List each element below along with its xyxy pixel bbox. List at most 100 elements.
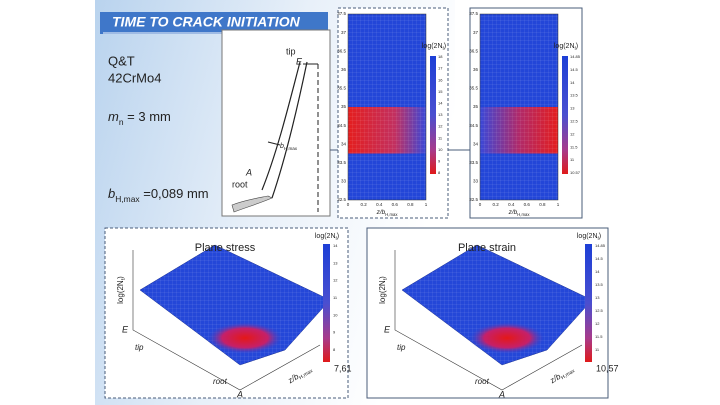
colorbar-tick: 13 <box>333 260 338 265</box>
colorbar-tick: 9 <box>438 158 441 163</box>
colorbar-tick: 13 <box>570 106 575 111</box>
y-tick-label: 35 <box>341 104 347 109</box>
colorbar-tick: 12 <box>438 124 443 129</box>
map-mesh <box>347 13 427 201</box>
axis-label: root <box>213 377 228 386</box>
z-axis-label-part: log(2N <box>378 280 387 304</box>
y-tick-label: 32.5 <box>337 197 346 202</box>
colorbar-tick: 11 <box>570 157 575 162</box>
x-tick-label: 1 <box>425 202 428 207</box>
colorbar-title-part: f <box>575 46 577 51</box>
colorbar-title: log(2Nf) <box>315 233 339 241</box>
depth: bH,max =0,089 mm <box>108 186 209 204</box>
colorbar-title-part: ) <box>337 233 339 240</box>
title-banner <box>100 12 328 34</box>
colorbar-tick: 10.57 <box>570 170 581 175</box>
colorbar-title-part: log(2N <box>315 233 336 240</box>
colorbar-title: log(2Nf) <box>554 43 578 51</box>
width-label-part: H,max <box>284 146 298 151</box>
colorbar-tick: 8 <box>438 170 441 175</box>
colorbar-tick: 14.85 <box>570 54 581 59</box>
colorbar <box>323 244 330 362</box>
colorbar-tick: 12 <box>570 131 575 136</box>
y-tick-label: 36 <box>473 67 479 72</box>
colorbar-title-part: ) <box>444 43 446 50</box>
x-tick-label: 0.2 <box>492 202 499 207</box>
x-tick-label: 0 <box>479 202 482 207</box>
z-axis-label-part: ) <box>378 276 387 279</box>
colorbar-min: 10,57 <box>596 363 619 373</box>
point-label: E <box>296 56 303 66</box>
colorbar-title-part: log(2N <box>422 43 443 50</box>
surface-trough <box>207 322 283 354</box>
colorbar-tick: 14 <box>570 80 575 85</box>
depth-part: H,max <box>115 194 140 204</box>
y-tick-label: 35.5 <box>469 86 478 91</box>
colorbar-tick: 14.5 <box>570 67 579 72</box>
x-tick-label: 0.4 <box>376 202 383 207</box>
x-axis-label: z/bH,max <box>376 209 399 217</box>
colorbar-tick: 9 <box>333 330 336 335</box>
colorbar-tick: 14 <box>438 100 443 105</box>
width-label: bH,max <box>280 143 298 151</box>
x-tick-label: 0 <box>347 202 350 207</box>
y-tick-label: 34 <box>473 141 479 146</box>
colorbar-title-part: f <box>443 46 445 51</box>
z-axis-label-part: f <box>383 278 389 280</box>
surface-title: Plane strain <box>458 242 516 254</box>
y-tick-label: 33 <box>473 179 479 184</box>
y-tick-label: 36.5 <box>337 48 346 53</box>
colorbar-min: 7,61 <box>334 363 352 373</box>
module: mn = 3 mm <box>108 109 171 127</box>
axis-label: root <box>475 377 490 386</box>
colorbar-tick: 17 <box>438 66 443 71</box>
material: Q&T <box>108 53 135 68</box>
colorbar-tick: 10 <box>333 312 338 317</box>
point-label: A <box>245 167 252 177</box>
colorbar-tick: 14.85 <box>595 243 606 248</box>
colorbar-tick: 16 <box>438 77 443 82</box>
axis-label: tip <box>135 343 144 352</box>
y-tick-label: 36.5 <box>469 48 478 53</box>
y-tick-label: 33 <box>341 179 347 184</box>
material: 42CrMo4 <box>108 70 161 85</box>
colorbar-tick: 14 <box>333 243 338 248</box>
y-tick-label: 34.5 <box>469 123 478 128</box>
colorbar-title-part: ) <box>599 233 601 240</box>
x-tick-label: 0.8 <box>407 202 414 207</box>
tip-label: tip <box>286 46 296 56</box>
colorbar-tick: 8 <box>333 347 336 352</box>
colorbar <box>585 244 592 362</box>
colorbar-tick: 11 <box>333 295 338 300</box>
colorbar-title-part: f <box>336 236 338 241</box>
colorbar-tick: 13.5 <box>570 93 579 98</box>
y-tick-label: 37 <box>341 30 347 35</box>
surface-trough <box>469 322 545 354</box>
y-tick-label: 33.5 <box>337 160 346 165</box>
x-axis-label-part: z/b <box>376 209 386 216</box>
colorbar-tick: 11 <box>595 347 600 352</box>
x-tick-label: 0.6 <box>392 202 399 207</box>
colorbar-title: log(2Nf) <box>422 43 446 51</box>
map-mesh <box>479 13 559 201</box>
colorbar-tick: 10 <box>438 147 443 152</box>
z-axis-label-part: log(2N <box>116 280 125 304</box>
y-tick-label: 37.5 <box>469 11 478 16</box>
x-axis-label: z/bH,max <box>508 209 531 217</box>
root-label: root <box>232 179 248 189</box>
colorbar-title: log(2Nf) <box>577 233 601 241</box>
colorbar-title-part: ) <box>576 43 578 50</box>
tooth-flank <box>261 61 308 199</box>
y-tick-label: 33.5 <box>469 160 478 165</box>
depth-part: =0,089 mm <box>140 186 209 201</box>
y-tick-label: 34 <box>341 141 347 146</box>
colorbar-tick: 13.5 <box>595 282 604 287</box>
z-axis-label: log(2Nf) <box>378 276 389 304</box>
x-tick-label: 0.6 <box>524 202 531 207</box>
x-axis-label-part: H,max <box>385 212 398 217</box>
surface-axes <box>132 250 321 391</box>
y-tick-label: 36 <box>341 67 347 72</box>
axis-point: E <box>122 324 129 334</box>
colorbar-tick: 12.5 <box>570 119 579 124</box>
